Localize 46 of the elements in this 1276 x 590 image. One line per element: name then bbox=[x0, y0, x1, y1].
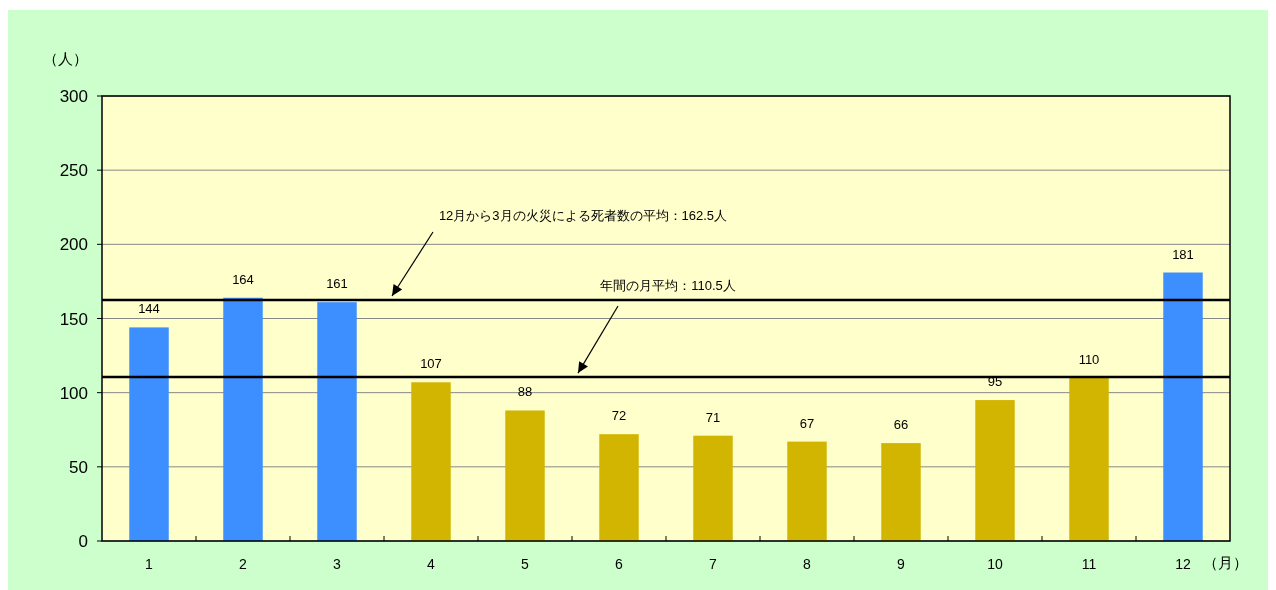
x-tick-label: 3 bbox=[333, 556, 342, 572]
y-axis-title: （人） bbox=[42, 50, 88, 67]
data-label: 144 bbox=[138, 301, 160, 317]
bar bbox=[129, 327, 169, 541]
y-tick-label: 300 bbox=[59, 87, 88, 106]
data-label: 110 bbox=[1078, 351, 1100, 367]
x-tick-label: 12 bbox=[1175, 556, 1191, 572]
bar bbox=[1163, 272, 1203, 541]
y-tick-label: 0 bbox=[78, 532, 88, 551]
data-label: 107 bbox=[420, 356, 442, 372]
bar bbox=[787, 441, 827, 541]
data-label: 164 bbox=[232, 271, 254, 287]
data-label: 88 bbox=[517, 384, 533, 400]
x-tick-label: 10 bbox=[987, 556, 1003, 572]
x-tick-label: 2 bbox=[239, 556, 248, 572]
bar bbox=[693, 435, 733, 541]
bar bbox=[223, 297, 263, 541]
data-label: 66 bbox=[893, 417, 909, 433]
bar bbox=[881, 443, 921, 541]
y-tick-label: 150 bbox=[59, 309, 88, 329]
bar bbox=[317, 302, 357, 541]
x-tick-label: 7 bbox=[709, 556, 718, 572]
x-tick-label: 5 bbox=[521, 556, 530, 572]
x-tick-label: 11 bbox=[1081, 556, 1097, 572]
x-tick-label: 9 bbox=[897, 556, 906, 572]
bar bbox=[975, 400, 1015, 541]
x-tick-label: 1 bbox=[145, 556, 154, 572]
data-label: 161 bbox=[326, 276, 348, 292]
x-tick-label: 6 bbox=[615, 556, 624, 572]
bar bbox=[1069, 377, 1109, 541]
x-tick-label: 8 bbox=[803, 556, 812, 572]
bar bbox=[411, 382, 451, 541]
bar bbox=[599, 434, 639, 541]
x-tick-label: 4 bbox=[427, 556, 436, 572]
y-tick-label: 200 bbox=[59, 235, 88, 255]
y-tick-label: 50 bbox=[69, 457, 88, 477]
x-axis-title: （月） bbox=[1202, 554, 1248, 571]
ref-line-label: 12月から3月の火災による死者数の平均：162.5人 bbox=[438, 208, 728, 223]
data-label: 71 bbox=[705, 409, 721, 425]
data-label: 67 bbox=[799, 415, 815, 431]
y-tick-label: 100 bbox=[59, 383, 88, 403]
data-label: 181 bbox=[1172, 246, 1194, 262]
ref-line-label: 年間の月平均：110.5人 bbox=[600, 278, 736, 293]
bar bbox=[505, 410, 545, 541]
data-label: 72 bbox=[611, 408, 627, 424]
y-tick-label: 250 bbox=[59, 161, 88, 181]
